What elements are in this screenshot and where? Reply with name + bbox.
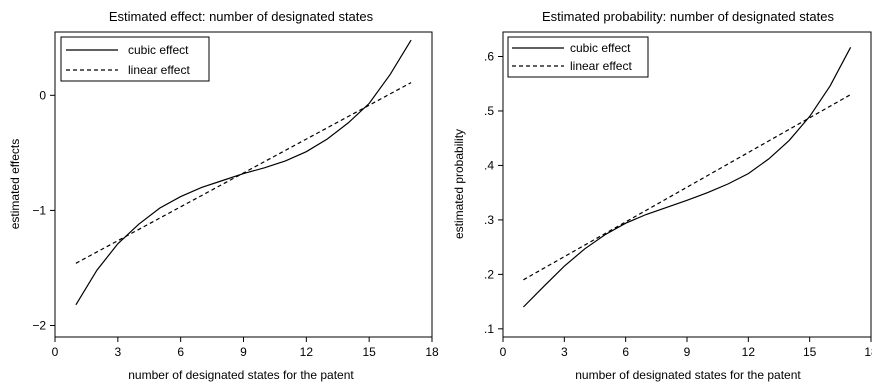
x-axis: 0 3 6 9 12 15 18 — [52, 337, 439, 359]
chart-probability: Estimated probability: number of designa… — [452, 9, 872, 382]
x-tick-label: 6 — [177, 345, 184, 359]
x-tick-label: 15 — [362, 345, 376, 359]
series-group — [75, 39, 412, 306]
legend-box — [507, 36, 649, 78]
x-tick-label: 9 — [684, 345, 691, 359]
linear-effect-line — [523, 94, 851, 281]
y-axis-label: estimated effects — [8, 139, 22, 230]
x-axis-label: number of designated states for the pate… — [575, 368, 801, 382]
y-tick-label: 0 — [39, 88, 46, 102]
y-axis-label: estimated probability — [452, 129, 466, 239]
x-tick-label: 0 — [52, 345, 59, 359]
y-tick-label: −1 — [32, 203, 46, 217]
plot-frame — [502, 31, 872, 338]
legend-label-cubic: cubic effect — [570, 41, 631, 55]
plot-frame — [54, 31, 433, 338]
legend-label-linear: linear effect — [128, 63, 190, 77]
legend-label-linear: linear effect — [570, 59, 632, 73]
chart-title: Estimated effect: number of designated s… — [109, 9, 374, 24]
y-tick-label: .3 — [484, 213, 494, 227]
series-group — [522, 47, 852, 308]
y-tick-label: .4 — [484, 158, 494, 172]
y-tick-label: .5 — [484, 104, 494, 118]
x-tick-label: 12 — [300, 345, 314, 359]
y-axis: .1 .2 .3 .4 .5 .6 — [484, 50, 503, 336]
y-tick-label: −2 — [32, 318, 46, 332]
x-tick-label: 3 — [561, 345, 568, 359]
y-tick-label: .6 — [484, 50, 494, 64]
legend: cubic effect linear effect — [60, 36, 210, 82]
y-tick-label: .1 — [484, 322, 494, 336]
x-axis: 0 3 6 9 12 15 18 — [500, 337, 872, 359]
legend: cubic effect linear effect — [507, 36, 649, 78]
y-tick-label: .2 — [484, 267, 494, 281]
chart-effect: Estimated effect: number of designated s… — [8, 9, 439, 382]
x-tick-label: 18 — [864, 345, 872, 359]
x-tick-label: 6 — [622, 345, 629, 359]
x-tick-label: 3 — [114, 345, 121, 359]
cubic-effect-line — [522, 47, 852, 308]
x-tick-label: 9 — [240, 345, 247, 359]
x-axis-label: number of designated states for the pate… — [128, 368, 354, 382]
x-tick-label: 18 — [425, 345, 439, 359]
linear-effect-line — [75, 82, 412, 264]
legend-label-cubic: cubic effect — [128, 43, 189, 57]
x-tick-label: 15 — [803, 345, 817, 359]
chart-title: Estimated probability: number of designa… — [542, 9, 834, 24]
x-tick-label: 0 — [500, 345, 507, 359]
legend-box — [60, 36, 210, 82]
y-axis: −2 −1 0 — [32, 88, 55, 332]
x-tick-label: 12 — [742, 345, 756, 359]
